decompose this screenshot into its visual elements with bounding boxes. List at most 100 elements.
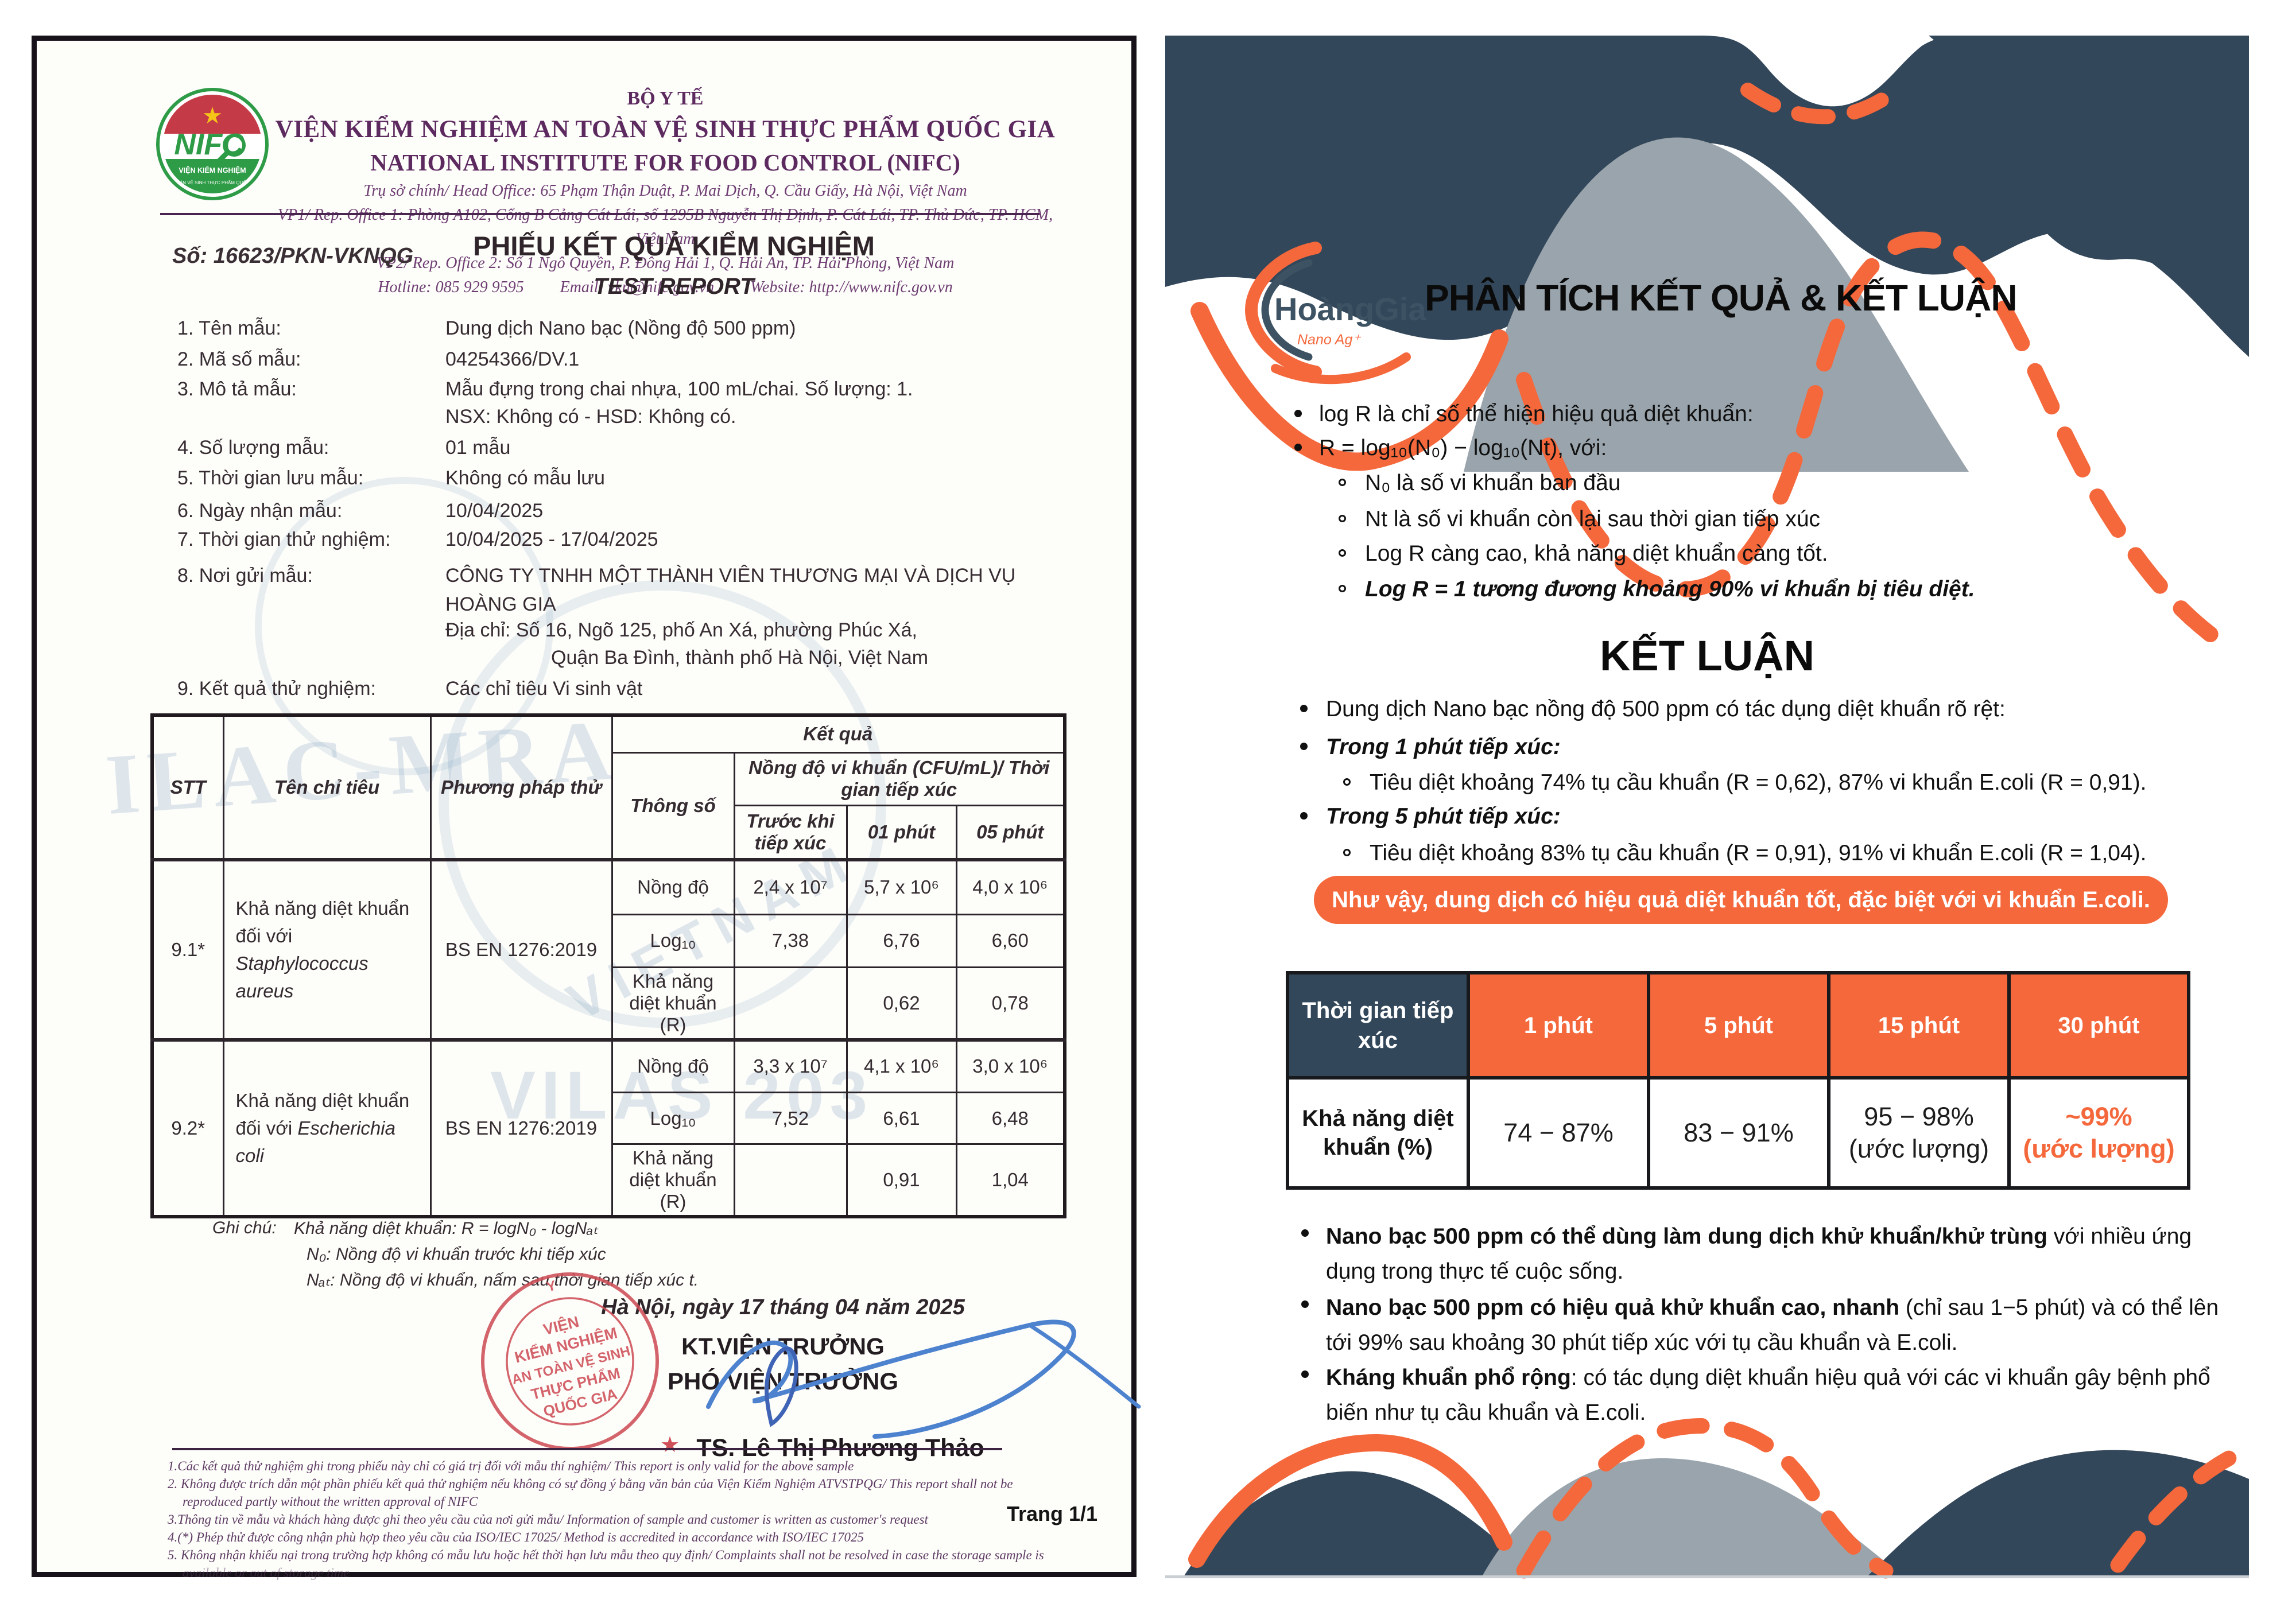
ministry-name: BỘ Y TẾ xyxy=(627,88,704,109)
col-header-01min: 01 phút xyxy=(846,804,957,861)
bullet-icon xyxy=(1300,812,1308,820)
brand-subtitle: Nano Ag⁺ xyxy=(1297,332,1361,348)
email: Email: vkn@nifc.gov.vn xyxy=(560,278,715,296)
summary-col-5min: 5 phút xyxy=(1647,971,1830,1080)
footer-divider xyxy=(172,1448,1002,1450)
field-value-test-period: 10/04/2025 - 17/04/2025 xyxy=(445,529,658,550)
summary-range: 95 − 98% xyxy=(1864,1101,1974,1131)
website: Website: http://www.nifc.gov.vn xyxy=(750,278,953,296)
takeaway-bold: Nano bạc 500 ppm có hiệu quả khử khuẩn c… xyxy=(1326,1295,1900,1320)
analysis-sub-4: Log R = 1 tương đương khoảng 90% vi khuẩ… xyxy=(1365,577,1975,601)
logo-band1-text: VIỆN KIỂM NGHIỆM xyxy=(179,166,246,174)
panel-content: HoàngGia Nano Ag⁺ PHÂN TÍCH KẾT QUẢ & KẾ… xyxy=(1165,36,2249,1578)
note-formula: Khả năng diệt khuẩn: R = logN₀ - logNₐₜ xyxy=(294,1219,599,1238)
criteria-species: Escherichia coli xyxy=(235,1117,395,1166)
field-value-sample-desc-2: NSX: Không có - HSD: Không có. xyxy=(445,406,736,428)
footnote-line-partial: available or out of storage time xyxy=(183,1566,350,1580)
contact-line: Hotline: 085 929 9595 Email: vkn@nifc.go… xyxy=(266,275,1064,300)
row-stt-9-1: 9.1* xyxy=(151,859,224,1042)
value-cell: 6,60 xyxy=(955,913,1066,968)
table-header-row-2: Thông số Nồng độ vi khuẩn (CFU/mL)/ Thời… xyxy=(152,751,1066,861)
summary-table: Thời gian tiếp xúc 1 phút 5 phút 15 phút… xyxy=(1286,971,2190,1190)
sub-bullet-icon xyxy=(1343,778,1351,786)
summary-header-row: Thời gian tiếp xúc 1 phút 5 phút 15 phút… xyxy=(1286,971,2190,1080)
document-number: Số: 16623/PKN-VKNQG xyxy=(172,244,414,268)
field-label-sample-name: 1. Tên mẫu: xyxy=(177,317,281,339)
value-cell xyxy=(733,1143,848,1218)
table-row: 9.2* Khả năng diệt khuẩn đối với Escheri… xyxy=(151,1039,1066,1218)
analysis-sub-1: N₀ là số vi khuẩn ban đầu xyxy=(1365,471,1621,495)
document-content: ★ NIFC VIỆN KIỂM NGHIỆM AN TOÀN VỆ SINH … xyxy=(37,41,1141,1580)
field-value-received-date: 10/04/2025 xyxy=(445,500,544,522)
institute-name-en: NATIONAL INSTITUTE FOR FOOD CONTROL (NIF… xyxy=(370,149,960,176)
report-title-en: TEST REPORT xyxy=(594,274,754,299)
bullet-icon xyxy=(1301,1300,1309,1308)
value-cell: 1,04 xyxy=(955,1143,1066,1218)
takeaway-2: Nano bạc 500 ppm có hiệu quả khử khuẩn c… xyxy=(1326,1290,2233,1360)
col-header-criteria: Tên chỉ tiêu xyxy=(222,714,432,861)
col-header-05min: 05 phút xyxy=(955,804,1066,861)
takeaway-bold: Kháng khuẩn phổ rộng xyxy=(1326,1365,1571,1390)
hoanggia-logo: HoàngGia Nano Ag⁺ xyxy=(1244,242,1426,385)
summary-row-label: Khả năng diệt khuẩn (%) xyxy=(1286,1076,1470,1190)
sub-bullet-icon xyxy=(1339,549,1346,557)
stamp-star-icon: ★ xyxy=(660,1433,680,1457)
col-header-concentration: Nồng độ vi khuẩn (CFU/mL)/ Thời gian tiế… xyxy=(733,751,1066,806)
param-cell: Khả năng diệt khuẩn (R) xyxy=(611,966,735,1042)
param-cell: Nồng độ xyxy=(611,1039,735,1093)
param-cell: Nồng độ xyxy=(611,859,735,915)
value-cell xyxy=(733,966,848,1042)
conclusion-bullet-1: Dung dịch Nano bạc nồng độ 500 ppm có tá… xyxy=(1326,697,2006,721)
value-cell: 4,1 x 10⁶ xyxy=(846,1039,957,1093)
stamp-ring-letter: Y xyxy=(545,1278,557,1295)
row-stt-9-2: 9.2* xyxy=(151,1039,224,1218)
report-title-vi: PHIẾU KẾT QUẢ KIỂM NGHIỆM xyxy=(473,231,875,261)
hotline: Hotline: 085 929 9595 xyxy=(378,278,524,296)
footnote-line: 1.Các kết quả thử nghiệm ghi trong phiếu… xyxy=(168,1459,854,1473)
value-cell: 3,0 x 10⁶ xyxy=(955,1039,1066,1093)
takeaway-rest: với nhiều ứng dụng trong thực tế cuộc số… xyxy=(1326,1224,2192,1284)
head-office-address: Trụ sở chính/ Head Office: 65 Phạm Thận … xyxy=(363,181,967,200)
row-criteria-9-2: Khả năng diệt khuẩn đối với Escherichia … xyxy=(222,1039,432,1218)
param-cell: Log₁₀ xyxy=(611,913,735,968)
analysis-sub-3: Log R càng cao, khả năng diệt khuẩn càng… xyxy=(1365,541,1828,566)
bullet-icon xyxy=(1301,1229,1309,1237)
page-number: Trang 1/1 xyxy=(1007,1502,1098,1525)
col-header-result: Kết quả xyxy=(611,714,1066,754)
analysis-bullet-2: R = log₁₀(N₀) − log₁₀(Nt), với: xyxy=(1319,436,1607,460)
conclusion-sub-1: Tiêu diệt khoảng 74% tụ cầu khuẩn (R = 0… xyxy=(1370,770,2147,795)
table-row: Log₁₀ 7,38 6,76 6,60 xyxy=(152,913,1066,968)
field-label-test-result: 9. Kết quả thử nghiệm: xyxy=(177,678,376,700)
row-method-9-2: BS EN 1276:2019 xyxy=(429,1039,613,1218)
sub-bullet-icon xyxy=(1339,585,1346,592)
handwritten-signature xyxy=(706,1319,1141,1439)
takeaway-bold: Nano bạc 500 ppm có thể dùng làm dung dị… xyxy=(1326,1224,2047,1249)
field-label-sample-code: 2. Mã số mẫu: xyxy=(177,348,301,370)
col-header-before: Trước khi tiếp xúc xyxy=(733,804,848,861)
field-value-sender-address-1: Địa chỉ: Số 16, Ngõ 125, phố An Xá, phườ… xyxy=(445,619,917,641)
table-header-row-3: Trước khi tiếp xúc 01 phút 05 phút xyxy=(152,804,1066,861)
field-value-sample-name: Dung dịch Nano bạc (Nồng độ 500 ppm) xyxy=(445,317,796,339)
panel-title: PHÂN TÍCH KẾT QUẢ & KẾT LUẬN xyxy=(1425,277,2018,319)
summary-col-15min: 15 phút xyxy=(1827,971,2011,1080)
highlight-banner: Như vậy, dung dịch có hiệu quả diệt khuẩ… xyxy=(1314,876,2168,924)
field-label-sender: 8. Nơi gửi mẫu: xyxy=(177,565,313,587)
value-cell: 4,0 x 10⁶ xyxy=(955,859,1066,915)
takeaway-rest: (chỉ sau 1−5 phút) và có thể lên tới 99%… xyxy=(1326,1295,2219,1355)
field-value-sender-address-2: Quận Ba Đình, thành phố Hà Nội, Việt Nam xyxy=(551,647,929,669)
header-divider xyxy=(160,213,1040,215)
magnifier-icon xyxy=(223,134,246,157)
footnote-line: 3.Thông tin về mẫu và khách hàng được gh… xyxy=(168,1512,928,1527)
footnote-line: 2. Không được trích dẫn một phần phiếu k… xyxy=(168,1477,1013,1491)
col-header-method: Phương pháp thử xyxy=(429,714,613,861)
summary-estimate-note: (ước lượng) xyxy=(2023,1134,2175,1163)
test-report-document: ILAC-MRA VIETNAM VILAS 203 ★ NIFC VIỆN K… xyxy=(32,36,1141,1580)
field-value-test-result: Các chỉ tiêu Vi sinh vật xyxy=(445,678,643,700)
footnote-line: 5. Không nhận khiếu nại trong trường hợp… xyxy=(168,1548,1044,1562)
notes-label: Ghi chú: xyxy=(212,1218,277,1237)
field-label-sample-desc: 3. Mô tả mẫu: xyxy=(177,378,297,400)
table-header-row-1: STT Tên chỉ tiêu Phương pháp thử Kết quả xyxy=(151,714,1066,861)
field-label-retention: 5. Thời gian lưu mẫu: xyxy=(177,467,364,489)
conclusion-bullet-3: Trong 5 phút tiếp xúc: xyxy=(1326,804,1561,829)
summary-value-15min: 95 − 98% (ước lượng) xyxy=(1827,1076,2011,1190)
